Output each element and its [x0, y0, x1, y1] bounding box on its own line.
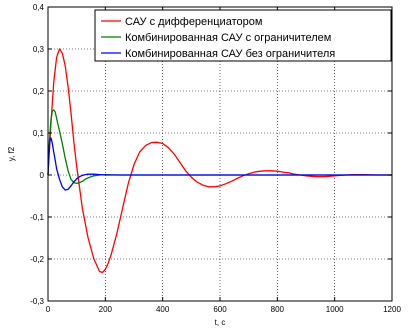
y-tick-label: -0,3: [30, 297, 44, 306]
y-tick-label: -0,1: [30, 213, 44, 222]
axis-ticks: 0 200 400 600 800 1000 1200 -0,3 -0,2 -0,1 0 0,1 0,2…: [30, 3, 401, 314]
x-axis-label: t, c: [215, 318, 226, 327]
y-tick-label: 0,4: [33, 3, 45, 12]
x-tick-label: 800: [271, 305, 285, 314]
series-line-2: [47, 109, 392, 185]
series-lines: [47, 48, 392, 274]
x-tick-label: 400: [156, 305, 170, 314]
legend-entry-2: Комбинированная САУ с ограничителем: [125, 32, 331, 44]
y-axis-label: y, f2: [7, 146, 16, 161]
x-tick-label: 1200: [383, 305, 401, 314]
y-tick-label: 0,3: [33, 45, 45, 54]
x-tick-label: 0: [46, 305, 51, 314]
series-line-3: [47, 137, 392, 191]
series-line-1: [47, 48, 392, 274]
legend: САУ с дифференциатором Комбинированная СА…: [94, 9, 392, 62]
legend-box: [94, 9, 392, 62]
legend-entry-1: САУ с дифференциатором: [125, 16, 262, 28]
y-tick-label: 0,2: [33, 87, 45, 96]
x-tick-label: 600: [213, 305, 227, 314]
x-tick-label: 1000: [326, 305, 344, 314]
x-tick-label: 200: [99, 305, 113, 314]
legend-entry-3: Комбинированная САУ без ограничителя: [125, 48, 335, 60]
y-tick-label: -0,2: [30, 255, 44, 264]
y-tick-label: 0,1: [33, 129, 45, 138]
y-tick-label: 0: [40, 171, 45, 180]
